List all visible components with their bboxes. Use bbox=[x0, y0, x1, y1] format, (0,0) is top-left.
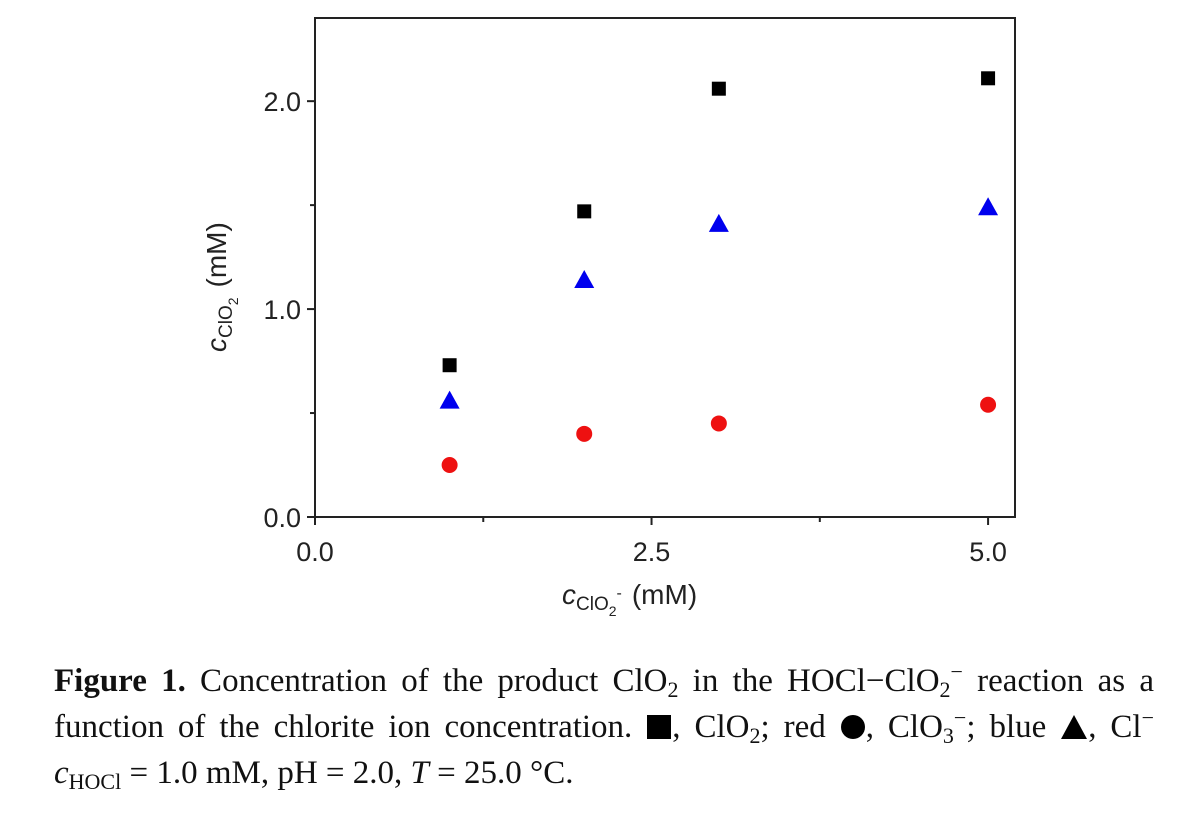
circle-marker bbox=[576, 425, 593, 442]
circle-marker bbox=[710, 415, 727, 432]
x-tick-label: 0.0 bbox=[296, 537, 334, 567]
caption-label: Figure 1. bbox=[54, 663, 186, 699]
x-axis-label: cClO2- (mM) bbox=[562, 579, 697, 619]
square-marker bbox=[711, 81, 726, 96]
y-axis-label: cClO2(mM) bbox=[201, 222, 241, 352]
x-tick-label: 5.0 bbox=[969, 537, 1007, 567]
y-axis-ticks: 0.0 1.0 2.0 bbox=[263, 87, 315, 533]
scatter-chart: 0.0 2.5 5.0 0.0 1.0 2.0 cClO2- (mM) cClO2(mM) bbox=[201, 17, 1016, 619]
x-axis-ticks: 0.0 2.5 5.0 bbox=[296, 517, 1007, 567]
y-tick-label: 2.0 bbox=[263, 87, 301, 117]
circle-marker bbox=[980, 396, 997, 413]
black-square-icon bbox=[647, 715, 672, 739]
triangle-marker bbox=[574, 269, 595, 288]
triangle-marker bbox=[439, 390, 460, 409]
square-marker bbox=[981, 71, 996, 86]
triangle-marker bbox=[708, 213, 729, 232]
data-markers bbox=[439, 71, 999, 474]
y-tick-label: 0.0 bbox=[263, 503, 301, 533]
plot-frame bbox=[314, 17, 1016, 518]
square-marker bbox=[442, 358, 457, 373]
black-circle-icon bbox=[840, 715, 865, 739]
black-triangle-icon bbox=[1061, 715, 1088, 739]
triangle-marker bbox=[978, 197, 999, 216]
circle-marker bbox=[441, 457, 458, 474]
figure-caption: Figure 1. Concentration of the product C… bbox=[54, 659, 1155, 794]
x-tick-label: 2.5 bbox=[633, 537, 671, 567]
y-tick-label: 1.0 bbox=[263, 295, 301, 325]
square-marker bbox=[577, 204, 592, 219]
